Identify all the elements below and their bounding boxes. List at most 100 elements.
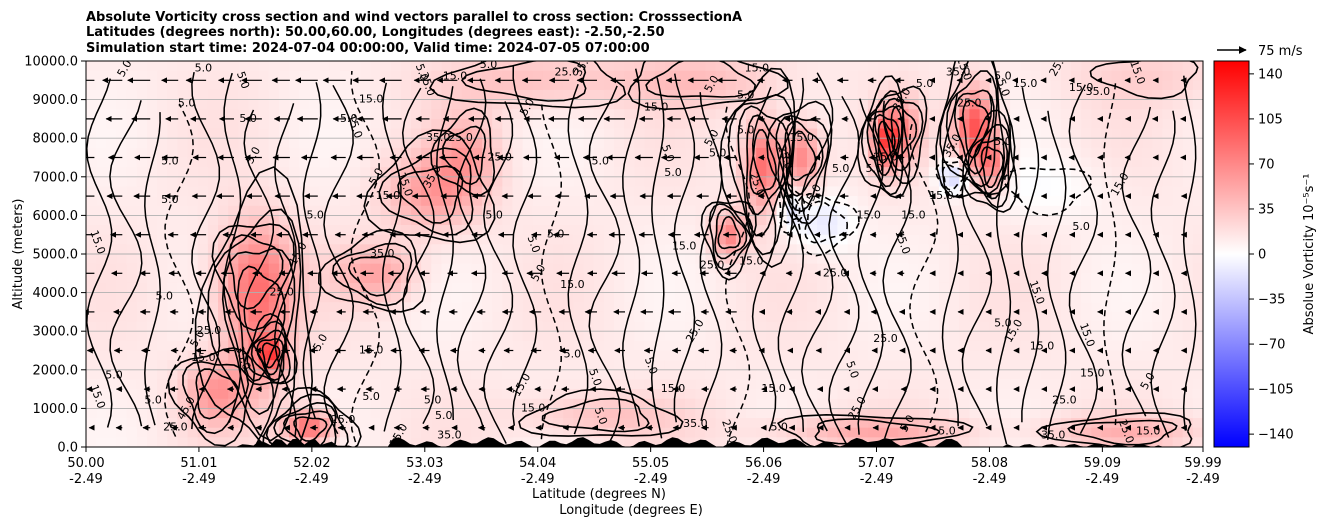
heat-cell <box>431 340 442 352</box>
heat-cell <box>553 263 564 274</box>
heat-cell <box>644 302 656 313</box>
heat-cell <box>796 176 808 188</box>
heat-cell <box>674 379 686 390</box>
heat-cell <box>177 89 189 101</box>
heat-cell <box>674 418 686 429</box>
heat-cell <box>827 254 839 265</box>
heat-cell <box>441 340 453 352</box>
heat-cell <box>949 196 960 207</box>
contour-line <box>223 72 242 423</box>
heat-cell <box>1060 360 1072 371</box>
heat-cell <box>1152 379 1163 390</box>
heat-cell <box>471 254 483 265</box>
heat-cell <box>685 254 696 265</box>
heat-cell <box>959 138 971 149</box>
heat-cell <box>1111 273 1123 284</box>
heat-cell <box>1030 70 1042 81</box>
heat-cell <box>461 118 473 130</box>
heat-cell <box>146 109 158 120</box>
heat-cell <box>735 225 747 236</box>
heat-cell <box>634 350 646 361</box>
heat-cell <box>360 340 371 352</box>
heat-cell <box>532 331 544 342</box>
heat-cell <box>1040 437 1052 447</box>
heat-cell <box>1040 89 1052 101</box>
heat-cell <box>1020 147 1031 159</box>
heat-cell <box>857 282 869 294</box>
heat-cell <box>309 80 321 91</box>
heat-cell <box>867 408 879 419</box>
heat-cell <box>461 379 473 390</box>
heat-cell <box>380 254 392 265</box>
heat-cell <box>532 109 544 120</box>
heat-cell <box>847 254 859 265</box>
heat-cell <box>1172 147 1184 159</box>
heat-cell <box>461 350 473 361</box>
heat-cell <box>644 282 656 294</box>
heat-cell <box>573 89 585 101</box>
heat-cell <box>370 205 382 216</box>
heat-cell <box>431 292 442 303</box>
heat-cell <box>329 138 341 149</box>
heat-cell <box>136 369 148 381</box>
heat-cell <box>228 196 239 207</box>
heat-cell <box>471 418 483 429</box>
heat-cell <box>908 138 920 149</box>
heat-cell <box>1081 118 1092 130</box>
heat-cell <box>1152 157 1163 168</box>
heat-cell <box>553 186 564 197</box>
heat-cell <box>86 408 97 419</box>
heat-cell <box>593 89 605 101</box>
heat-cell <box>106 215 118 226</box>
heat-cell <box>482 205 493 216</box>
heat-cell <box>1121 215 1133 226</box>
heat-cell <box>146 205 158 216</box>
heat-cell <box>827 61 839 72</box>
heat-cell <box>1040 70 1052 81</box>
heat-cell <box>1101 61 1113 72</box>
heat-cell <box>268 157 280 168</box>
heat-cell <box>1070 302 1082 313</box>
heat-cell <box>1182 138 1194 149</box>
heat-cell <box>329 118 341 130</box>
heat-cell <box>1020 321 1031 332</box>
heat-cell <box>146 118 158 130</box>
heat-cell <box>146 331 158 342</box>
heat-cell <box>715 369 727 381</box>
heat-cell <box>126 186 138 197</box>
heat-cell <box>1091 109 1103 120</box>
heat-cell <box>532 215 544 226</box>
heat-cell <box>664 398 676 409</box>
heat-cell <box>949 302 960 313</box>
heat-cell <box>248 418 260 429</box>
heat-cell <box>431 350 442 361</box>
heat-cell <box>746 186 757 197</box>
heat-cell <box>888 244 899 255</box>
heat-cell <box>735 186 747 197</box>
heat-cell <box>999 215 1011 226</box>
heat-cell <box>299 61 310 72</box>
heat-cell <box>928 321 940 332</box>
heat-cell <box>969 427 981 438</box>
heat-cell <box>1050 350 1062 361</box>
heat-cell <box>1081 89 1092 101</box>
heat-cell <box>725 302 737 313</box>
heat-cell <box>350 292 361 303</box>
heat-cell <box>583 186 595 197</box>
heat-cell <box>268 176 280 188</box>
heat-cell <box>999 389 1011 400</box>
heat-cell <box>1142 186 1153 197</box>
heat-cell <box>938 379 950 390</box>
heat-cell <box>664 244 676 255</box>
heat-cell <box>1121 167 1133 178</box>
heat-cell <box>603 389 615 400</box>
heat-cell <box>471 61 483 72</box>
heat-cell <box>1131 418 1143 429</box>
heat-cell <box>106 176 118 188</box>
heat-cell <box>634 147 646 159</box>
heat-cell <box>867 70 879 81</box>
heat-cell <box>634 273 646 284</box>
heat-cell <box>715 389 727 400</box>
heat-cell <box>918 254 930 265</box>
